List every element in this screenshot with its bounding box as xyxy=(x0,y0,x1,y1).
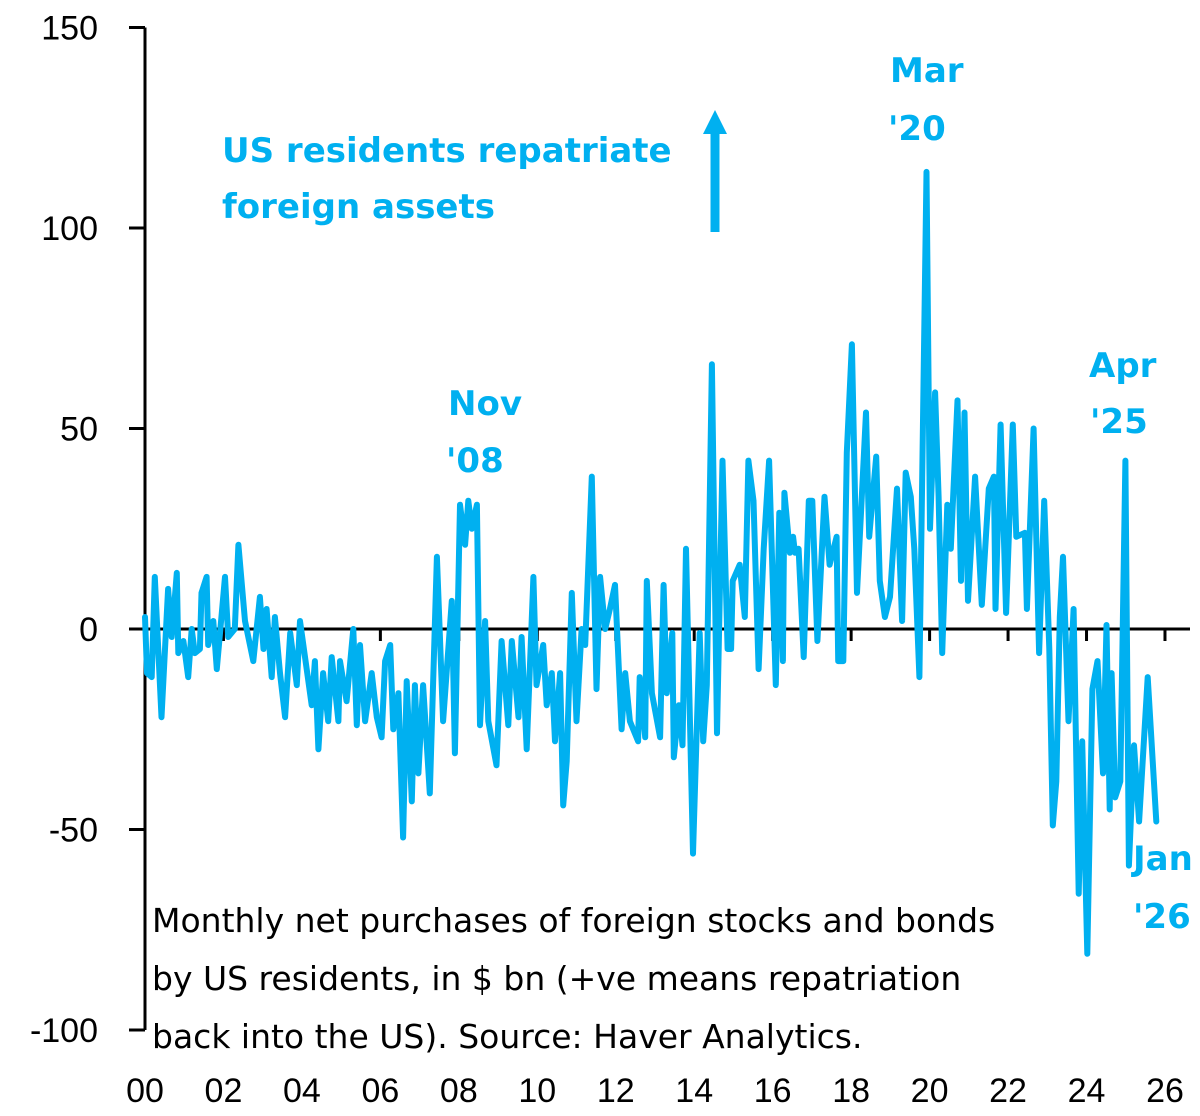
note-line-2: by US residents, in $ bn (+ve means repa… xyxy=(152,959,961,998)
annotation-mar20-1: Mar xyxy=(890,51,964,91)
x-tick-label: 14 xyxy=(675,1072,713,1110)
annotation-nov08-2: '08 xyxy=(446,441,504,481)
annotation-jan26-1: Jan xyxy=(1131,839,1193,879)
annotation-apr25-1: Apr xyxy=(1089,346,1157,386)
x-tick-label: 00 xyxy=(126,1072,164,1110)
y-tick-labels: 150 100 50 0 -50 -100 xyxy=(30,10,98,1051)
annotation-mar20-2: '20 xyxy=(888,109,946,149)
x-tick-label: 22 xyxy=(989,1072,1027,1110)
x-tick-label: 08 xyxy=(440,1072,478,1110)
annotation-jan26-2: '26 xyxy=(1133,897,1191,937)
annotation-apr25-2: '25 xyxy=(1090,402,1148,442)
note-line-3: back into the US). Source: Haver Analyti… xyxy=(152,1017,862,1056)
note: Monthly net purchases of foreign stocks … xyxy=(152,901,995,1056)
x-tick-label: 26 xyxy=(1146,1072,1184,1110)
x-tick-labels: 00 02 04 06 08 10 12 14 16 18 20 22 24 26 xyxy=(126,1072,1184,1110)
x-tick-label: 24 xyxy=(1068,1072,1106,1110)
arrow-up-icon xyxy=(703,110,727,232)
x-tick-label: 06 xyxy=(361,1072,399,1110)
note-line-1: Monthly net purchases of foreign stocks … xyxy=(152,901,995,940)
y-tick-label: 50 xyxy=(60,411,98,449)
y-tick-label: -50 xyxy=(49,812,98,850)
annotation-repatriate-1: US residents repatriate xyxy=(222,131,672,171)
annotation-nov08-1: Nov xyxy=(448,384,522,424)
x-tick-label: 16 xyxy=(754,1072,792,1110)
x-tick-label: 20 xyxy=(911,1072,949,1110)
x-tick-label: 10 xyxy=(518,1072,556,1110)
annotations: US residents repatriate foreign assets N… xyxy=(222,51,1193,937)
y-tick-label: 100 xyxy=(41,210,98,248)
y-tick-label: 150 xyxy=(41,10,98,48)
x-tick-label: 04 xyxy=(283,1072,321,1110)
series xyxy=(142,168,1160,957)
series-line xyxy=(142,168,1160,957)
y-tick-label: 0 xyxy=(79,611,98,649)
x-tick-label: 02 xyxy=(205,1072,243,1110)
x-tick-label: 18 xyxy=(832,1072,870,1110)
annotation-repatriate-2: foreign assets xyxy=(222,187,495,227)
x-tick-label: 12 xyxy=(597,1072,635,1110)
y-tick-label: -100 xyxy=(30,1012,98,1050)
